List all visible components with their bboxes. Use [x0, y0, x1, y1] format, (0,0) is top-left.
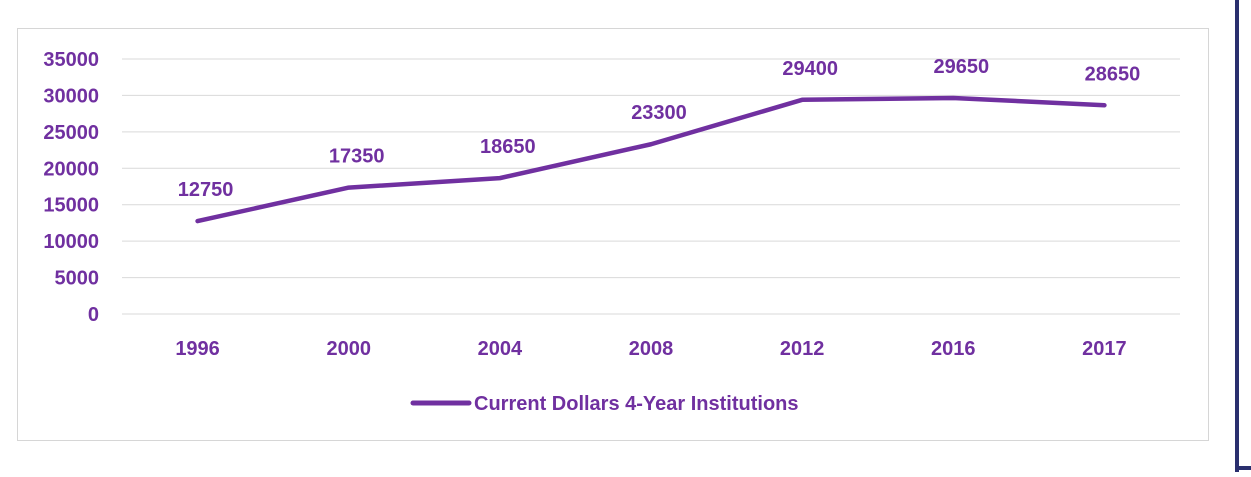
x-tick-label: 2004: [478, 338, 523, 360]
x-tick-label: 1996: [175, 338, 220, 360]
x-tick-label: 2008: [629, 338, 674, 360]
y-tick-label: 35000: [43, 49, 99, 71]
legend: Current Dollars 4-Year Institutions: [410, 393, 799, 415]
series-layer: [195, 95, 1107, 224]
y-tick-label: 10000: [43, 231, 99, 253]
y-tick-label: 20000: [43, 158, 99, 180]
x-tick-label: 2016: [931, 338, 976, 360]
data-label: 23300: [631, 102, 687, 124]
x-tick-label: 2000: [326, 338, 371, 360]
y-tick-label: 15000: [43, 195, 99, 217]
data-labels: 12750 17350 18650 23300 29400 29650 28650: [178, 56, 1140, 201]
y-tick-label: 30000: [43, 85, 99, 107]
y-tick-label: 5000: [55, 268, 100, 290]
legend-label: Current Dollars 4-Year Institutions: [474, 393, 799, 415]
chart-frame: [17, 28, 1209, 441]
series-line: [195, 95, 1107, 224]
data-label: 18650: [480, 136, 536, 158]
x-tick-label: 2012: [780, 338, 825, 360]
x-axis-tick-labels: 1996 2000 2004 2008 2012 2016 2017: [175, 338, 1126, 360]
side-border: [1235, 0, 1239, 472]
x-tick-label: 2017: [1082, 338, 1127, 360]
data-label: 29400: [782, 58, 838, 80]
side-border-foot: [1235, 466, 1251, 470]
y-tick-label: 25000: [43, 122, 99, 144]
y-axis-tick-labels: 0 5000 10000 15000 20000 25000 30000 35000: [43, 49, 99, 326]
gridlines: [122, 58, 1180, 315]
y-tick-label: 0: [88, 304, 99, 326]
data-label: 12750: [178, 179, 234, 201]
data-label: 17350: [329, 146, 385, 168]
data-label: 28650: [1085, 63, 1141, 85]
data-label: 29650: [933, 56, 989, 78]
